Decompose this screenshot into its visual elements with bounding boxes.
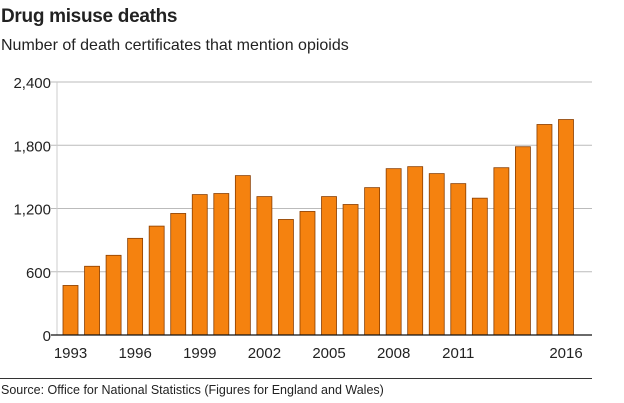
bar-2001	[234, 175, 251, 336]
x-tick-label: 1996	[118, 345, 151, 362]
y-tick-label: 1,200	[13, 202, 51, 219]
bar-2008	[385, 168, 402, 336]
chart-subtitle: Number of death certificates that mentio…	[1, 37, 349, 54]
bar-1994	[84, 265, 100, 336]
x-tick-label: 2002	[248, 345, 281, 362]
bar-2007	[364, 187, 381, 336]
bar-2010	[428, 173, 445, 336]
y-tick-label: 0	[43, 328, 51, 345]
bar-2002	[256, 196, 273, 336]
bar-2011	[450, 183, 467, 336]
y-tick-label: 2,400	[13, 75, 51, 92]
bar-2004	[299, 211, 316, 336]
x-tick-label: 2005	[312, 345, 345, 362]
bar-1993	[62, 285, 79, 336]
x-tick-label: 1993	[54, 345, 87, 362]
bar-2006	[342, 204, 359, 336]
divider	[0, 378, 592, 379]
source-note: Source: Office for National Statistics (…	[1, 383, 384, 397]
bar-1996	[127, 237, 144, 336]
bar-1998	[170, 213, 187, 336]
bar-2009	[407, 166, 424, 336]
y-tick-label: 600	[26, 265, 51, 282]
x-tick-label: 1999	[183, 345, 216, 362]
bar-1997	[148, 225, 165, 336]
bar-2003	[278, 219, 294, 336]
x-tick-label: 2016	[549, 345, 582, 362]
bar-1995	[105, 254, 122, 336]
bar-2000	[213, 193, 230, 336]
chart-title: Drug misuse deaths	[1, 6, 178, 27]
x-tick-label: 2011	[442, 345, 474, 362]
x-tick-label: 2008	[377, 345, 410, 362]
bar-2005	[321, 196, 337, 336]
y-tick-label: 1,800	[13, 138, 51, 155]
bar-1999	[191, 194, 208, 336]
bar-2012	[471, 197, 488, 336]
bar-2013	[493, 167, 510, 336]
bar-chart: 0 600 1,200 1,800 2,400 1993 1996 1999 2002 2005 2…	[13, 75, 592, 362]
bar-2015	[536, 124, 553, 336]
bar-2014	[515, 146, 531, 336]
bar-2016	[558, 119, 574, 336]
